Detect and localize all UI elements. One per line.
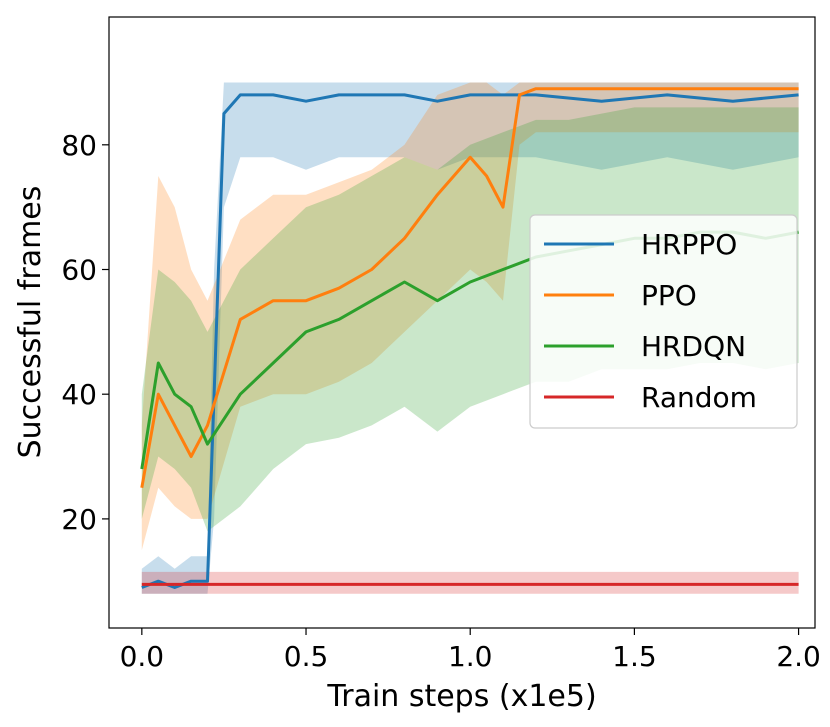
legend-box [529,214,798,429]
x-tick-label: 0.5 [284,640,329,673]
y-tick-label: 80 [61,129,97,162]
y-tick-label: 20 [61,503,97,536]
y-tick-label: 60 [61,254,97,287]
legend-label-hrppo: HRPPO [641,228,737,261]
y-axis-label: Successful frames [13,186,48,459]
x-tick-label: 0.0 [120,640,165,673]
x-tick-label: 1.5 [612,640,657,673]
band-hrppo [141,82,799,594]
x-tick-label: 2.0 [776,640,821,673]
legend-label-random: Random [641,381,757,414]
y-axis-ticks: 20 40 60 80 [61,129,109,536]
series-line-ppo [140,87,799,488]
legend: HRPPO PPO HRDQN Random [529,214,798,429]
band-hrdqn [141,107,799,532]
confidence-bands [141,82,799,594]
legend-label-hrdqn: HRDQN [641,330,746,363]
band-random [141,571,799,594]
y-tick-label: 40 [61,378,97,411]
plot-frame [108,16,816,629]
band-ppo [141,82,799,551]
x-tick-label: 1.0 [448,640,493,673]
x-axis-ticks: 0.0 0.5 1.0 1.5 2.0 [120,628,821,673]
series-line-hrppo [141,93,799,589]
x-axis-label: Train steps (x1e5) [326,679,596,714]
legend-label-ppo: PPO [641,279,697,312]
